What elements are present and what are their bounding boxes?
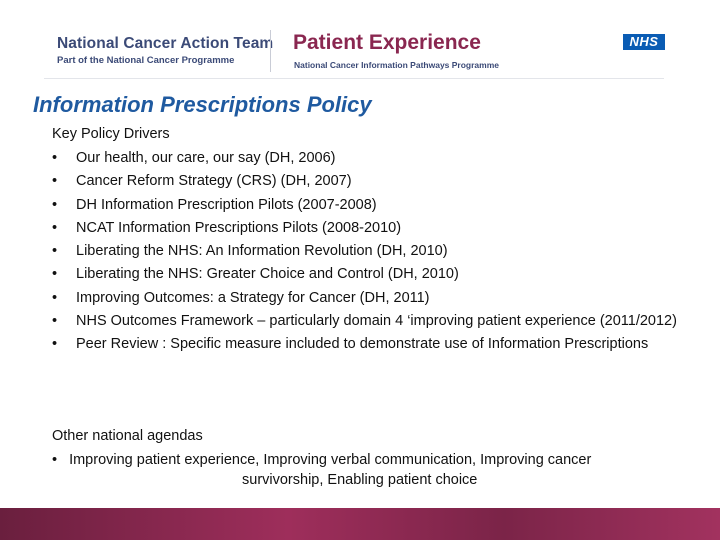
page-title: Information Prescriptions Policy [33, 92, 372, 117]
bullet-icon: • [52, 219, 58, 236]
nhs-logo: NHS [623, 34, 665, 50]
bullet-icon: • [52, 150, 58, 166]
list-item: • NCAT Information Prescriptions Pilots (… [52, 219, 692, 239]
list-item-text: Our health, our care, our say (DH, 2006) [76, 150, 336, 166]
agenda-line-1: Improving patient experience, Improving … [69, 452, 592, 468]
list-item-text: Cancer Reform Strategy (CRS) (DH, 2007) [76, 173, 352, 190]
bullet-icon: • [52, 196, 58, 213]
bullet-icon: • [52, 173, 58, 190]
key-policy-drivers-heading: Key Policy Drivers [52, 126, 170, 142]
policy-drivers-list: • Our health, our care, our say (DH, 2006… [52, 149, 692, 359]
bullet-icon: • [52, 336, 58, 353]
agenda-line-2: survivorship, Enabling patient choice [242, 472, 478, 488]
list-item: • Liberating the NHS: An Information Revo… [52, 242, 692, 262]
list-item: • NHS Outcomes Framework – particularly d… [52, 312, 692, 332]
bullet-icon: • [52, 289, 58, 306]
list-item-text: DH Information Prescription Pilots (2007… [76, 196, 377, 213]
agenda-item: • Improving patient experience, Improving… [52, 450, 692, 490]
bullet-icon: • [52, 452, 58, 468]
list-item: • DH Information Prescription Pilots (200… [52, 196, 692, 216]
bullet-icon: • [52, 313, 58, 330]
list-item-text: Liberating the NHS: An Information Revol… [76, 243, 448, 260]
list-item: • Cancer Reform Strategy (CRS) (DH, 2007) [52, 172, 692, 192]
header-subtitle: National Cancer Information Pathways Pro… [294, 60, 499, 70]
header-divider [270, 30, 271, 72]
list-item-text: Improving Outcomes: a Strategy for Cance… [76, 289, 430, 306]
list-item: • Improving Outcomes: a Strategy for Canc… [52, 289, 692, 309]
bullet-icon: • [52, 266, 58, 283]
header-title: Patient Experience [293, 31, 481, 54]
header-rule [44, 78, 664, 79]
header-org-name: National Cancer Action Team [57, 35, 274, 52]
footer-band [0, 508, 720, 540]
list-item: • Peer Review : Specific measure included… [52, 335, 692, 355]
header-org-subtitle: Part of the National Cancer Programme [57, 55, 235, 66]
bullet-icon: • [52, 243, 58, 260]
list-item: • Our health, our care, our say (DH, 2006… [52, 149, 692, 169]
list-item-text: NCAT Information Prescriptions Pilots (2… [76, 219, 402, 236]
other-national-agendas-heading: Other national agendas [52, 428, 203, 444]
list-item-text: Peer Review : Specific measure included … [76, 336, 649, 353]
list-item-text: NHS Outcomes Framework – particularly do… [76, 313, 677, 330]
list-item-text: Liberating the NHS: Greater Choice and C… [76, 266, 459, 283]
list-item: • Liberating the NHS: Greater Choice and … [52, 265, 692, 285]
